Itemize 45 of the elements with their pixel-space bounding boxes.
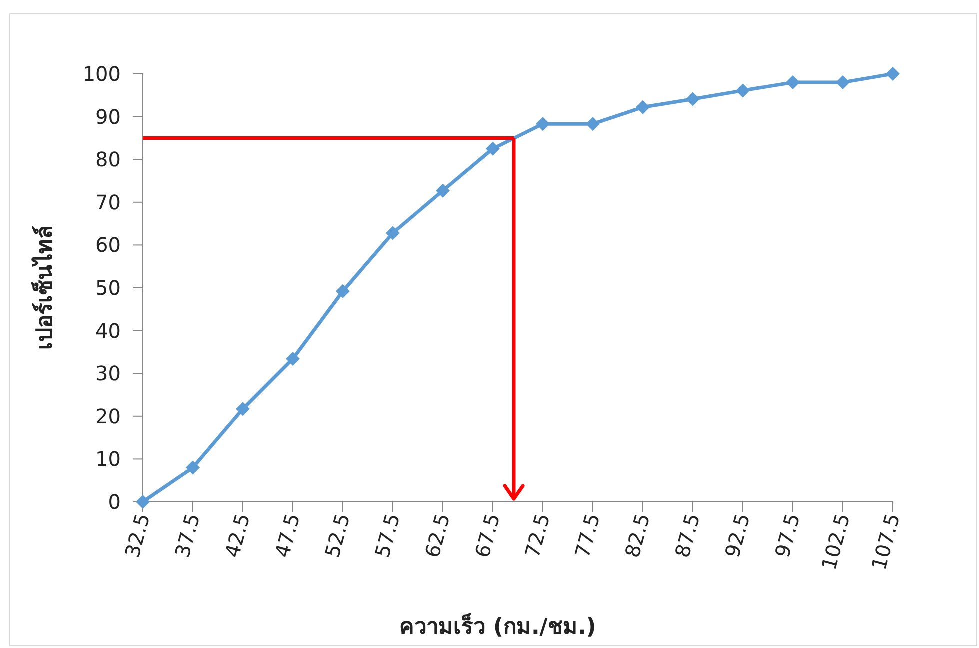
point [486,142,500,156]
y-tick-label: 40 [96,318,121,343]
point [886,67,900,81]
y-tick-label: 10 [96,447,121,472]
x-tick-label: 72.5 [520,511,555,560]
x-tick-label: 67.5 [470,511,505,560]
y-tick-label: 100 [82,62,121,86]
y-tick-label: 60 [96,233,121,258]
point [836,76,850,90]
x-tick-label: 57.5 [370,511,405,560]
point [436,184,450,198]
point [236,402,250,416]
x-tick-label: 92.5 [720,511,755,560]
point [536,117,550,132]
point [136,495,150,509]
y-tick-label: 0 [108,490,121,514]
point [286,352,300,366]
x-tick-label: 37.5 [170,511,205,560]
x-tick-label: 87.5 [670,511,705,560]
y-tick-label: 50 [96,276,121,300]
x-tick-label: 102.5 [816,511,855,573]
point [336,284,350,298]
x-tick-label: 97.5 [770,511,805,560]
y-tick-label: 90 [96,104,121,129]
x-tick-label: 77.5 [570,511,605,560]
y-tick-label: 20 [96,404,121,428]
y-tick-label: 80 [96,148,121,172]
x-tick-label: 107.5 [866,511,905,573]
point [786,76,800,90]
point [686,92,700,106]
point [736,84,750,98]
x-tick-label: 47.5 [270,511,305,560]
point [636,100,650,114]
x-tick-label: 62.5 [420,511,455,560]
point [186,460,200,475]
y-tick-label: 30 [96,362,121,386]
x-tick-label: 32.5 [120,511,155,560]
point [386,226,400,240]
x-tick-label: 82.5 [620,511,655,560]
x-tick-label: 52.5 [320,511,355,560]
point [586,117,600,132]
x-tick-label: 42.5 [220,511,255,560]
y-tick-label: 70 [96,190,121,214]
x-axis-title: ความเร็ว (กม./ชม.) [400,612,596,640]
y-axis-title: เปอร์เซ็นไทล์ [30,226,58,350]
